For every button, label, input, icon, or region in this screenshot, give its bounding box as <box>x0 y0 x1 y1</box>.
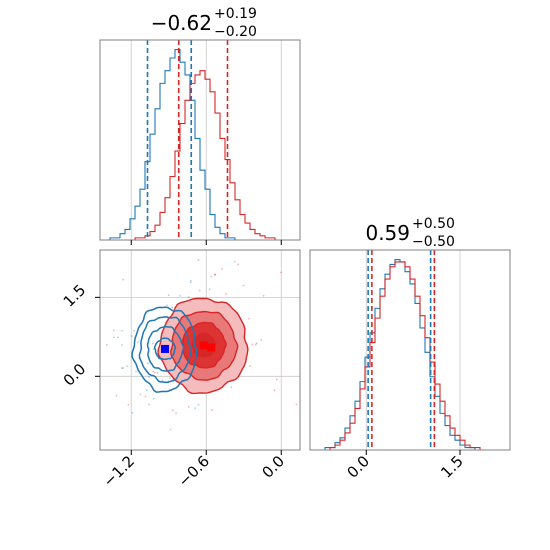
histogram-panel-param1: −0.62 +0.19 −0.20 <box>99 6 301 245</box>
sample-point <box>146 362 149 365</box>
sample-point <box>280 271 282 274</box>
sample-point <box>121 344 123 346</box>
sample-point <box>255 342 258 345</box>
sample-point <box>187 405 190 408</box>
sample-point <box>115 394 118 397</box>
median-marker <box>161 344 169 353</box>
panel-title-minus: −0.50 <box>412 234 455 250</box>
sample-point <box>122 278 125 281</box>
x-tick-label: 0.0 <box>258 452 288 482</box>
panel-title: −0.62 <box>151 11 212 35</box>
sample-point <box>144 395 147 398</box>
sample-point <box>133 329 136 332</box>
sample-point <box>249 365 251 368</box>
median-marker <box>207 343 216 352</box>
sample-point <box>169 428 172 431</box>
sample-point <box>167 294 170 297</box>
sample-point <box>122 367 125 369</box>
sample-point <box>152 397 155 400</box>
sample-point <box>127 403 130 406</box>
sample-point <box>105 343 108 346</box>
sample-point <box>254 343 257 346</box>
histogram-series <box>310 261 510 451</box>
sample-point <box>214 273 217 276</box>
contour-line-blue <box>146 325 185 372</box>
sample-point <box>179 294 182 297</box>
sample-point <box>197 403 200 406</box>
x-tick-label: 1.5 <box>437 452 467 482</box>
panel-title-plus: +0.50 <box>412 216 455 232</box>
histogram-series <box>310 258 510 451</box>
sample-point <box>198 289 201 292</box>
sample-point <box>168 377 171 380</box>
sample-point <box>139 393 142 396</box>
sample-point <box>230 386 233 389</box>
sample-point <box>126 365 128 368</box>
histogram-series <box>100 70 300 241</box>
sample-point <box>221 268 223 270</box>
sample-point <box>131 411 134 414</box>
contour-line-blue <box>153 337 177 360</box>
sample-point <box>135 370 137 373</box>
sample-point <box>121 329 123 332</box>
sample-point <box>165 304 168 307</box>
sample-point <box>242 284 245 287</box>
sample-point <box>275 378 278 381</box>
axes-frame <box>309 249 511 451</box>
sample-point <box>251 343 254 346</box>
sample-point <box>208 288 211 291</box>
sample-point <box>152 342 154 345</box>
sample-point <box>262 294 265 297</box>
sample-point <box>295 403 298 406</box>
sample-point <box>189 281 192 284</box>
sample-point <box>112 329 115 332</box>
sample-point <box>233 260 236 263</box>
x-tick-label: 0.0 <box>343 452 373 482</box>
panel-title: 0.59 <box>365 221 410 245</box>
sample-point <box>260 339 263 341</box>
sample-point <box>197 259 200 262</box>
sample-point <box>189 279 192 282</box>
x-tick-label: −1.2 <box>100 452 138 490</box>
sample-point <box>136 341 139 344</box>
contour-panel-param1-vs-param2: −1.2 −0.6 0.0 0.0 1.5 <box>60 249 301 491</box>
sample-point <box>112 336 115 339</box>
sample-point <box>153 371 156 374</box>
sample-point <box>117 336 119 339</box>
sample-point <box>171 306 174 309</box>
y-tick-label: 1.5 <box>60 281 90 311</box>
panel-title-plus: +0.19 <box>214 6 257 22</box>
sample-point <box>211 409 213 411</box>
sample-point <box>248 317 250 320</box>
sample-point <box>273 389 276 392</box>
median-marker <box>199 341 208 350</box>
sample-point <box>210 275 213 278</box>
panel-title-minus: −0.20 <box>214 24 257 40</box>
sample-point <box>175 412 177 415</box>
histogram-panel-param2: 0.59 +0.50 −0.50 0.0 1.5 <box>309 216 511 482</box>
sample-point <box>161 379 164 382</box>
sample-point <box>145 389 148 392</box>
histogram-series <box>100 48 300 241</box>
contour-line-blue <box>138 316 193 384</box>
contour-line-blue <box>131 306 198 393</box>
axes-frame <box>99 249 301 451</box>
sample-point <box>148 376 150 378</box>
sample-point <box>121 367 123 369</box>
sample-point <box>213 273 216 276</box>
sample-point <box>237 263 239 266</box>
x-tick-label: −0.6 <box>175 452 213 490</box>
sample-point <box>187 296 190 299</box>
sample-point <box>156 371 159 374</box>
y-tick-label: 0.0 <box>60 360 90 390</box>
sample-point <box>172 409 174 412</box>
sample-point <box>148 403 150 406</box>
axes-frame <box>99 39 301 241</box>
sample-point <box>152 370 155 373</box>
sample-point <box>131 335 133 337</box>
sample-point <box>225 292 228 295</box>
sample-point <box>193 407 196 410</box>
